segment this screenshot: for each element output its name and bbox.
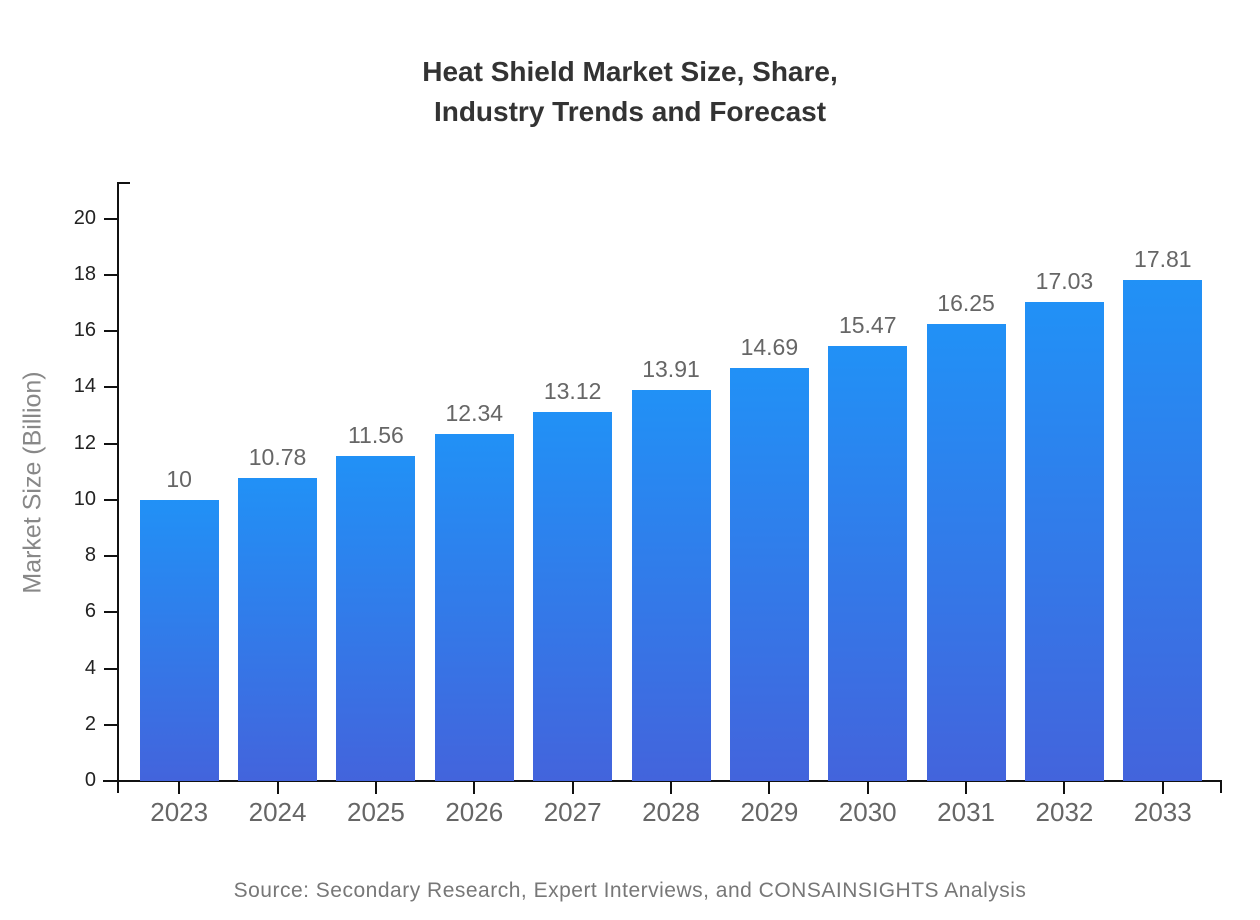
x-tick xyxy=(374,781,377,794)
x-tick-label: 2025 xyxy=(346,797,405,827)
y-tick-label: 2 xyxy=(84,712,96,735)
bar-value-label: 13.91 xyxy=(642,355,700,382)
x-tick-label: 2027 xyxy=(543,797,602,827)
x-tick-label: 2029 xyxy=(740,797,799,827)
x-tick xyxy=(1161,781,1164,794)
bar xyxy=(336,455,416,781)
y-tick xyxy=(104,780,118,782)
y-tick xyxy=(104,386,118,389)
bar xyxy=(533,412,613,781)
bar xyxy=(631,389,711,781)
bar xyxy=(1123,280,1203,781)
y-tick xyxy=(104,498,118,501)
x-tick xyxy=(178,781,181,794)
bar xyxy=(238,477,318,781)
bar-value-label: 17.81 xyxy=(1134,246,1192,273)
x-tick-label: 2032 xyxy=(1035,797,1094,827)
y-tick xyxy=(104,555,118,558)
y-tick-label: 4 xyxy=(84,656,96,679)
bar xyxy=(139,499,219,781)
y-tick xyxy=(104,723,118,726)
x-tick-label: 2030 xyxy=(838,797,897,827)
x-tick xyxy=(473,781,476,794)
x-tick xyxy=(965,781,968,794)
y-tick xyxy=(104,667,118,670)
y-tick-label: 6 xyxy=(84,600,96,623)
y-tick-label: 8 xyxy=(84,544,96,567)
y-tick xyxy=(104,273,118,276)
y-tick xyxy=(104,611,118,614)
y-tick-label: 10 xyxy=(73,487,96,510)
bar-value-label: 17.03 xyxy=(1035,268,1094,295)
y-tick xyxy=(104,442,118,445)
x-tick xyxy=(571,781,574,794)
x-tick-label: 2023 xyxy=(150,797,209,827)
x-tick xyxy=(1063,781,1066,794)
x-tick-label: 2026 xyxy=(445,797,504,827)
bar-value-label: 13.12 xyxy=(543,378,602,405)
y-tick-label: 12 xyxy=(73,431,96,454)
bar-value-label: 15.47 xyxy=(838,311,897,338)
bar-value-label: 16.25 xyxy=(937,290,995,317)
bar xyxy=(1024,302,1104,781)
chart-title: Heat Shield Market Size, Share, Industry… xyxy=(422,56,838,127)
y-tick-label: 0 xyxy=(84,769,96,791)
x-tick xyxy=(866,781,869,794)
bar xyxy=(828,345,908,781)
y-tick-label: 18 xyxy=(73,262,96,285)
bar-value-label: 11.56 xyxy=(347,421,404,448)
bar xyxy=(434,433,514,781)
x-tick xyxy=(768,781,771,794)
bar xyxy=(729,367,809,781)
x-axis-line xyxy=(103,780,1222,782)
x-tick-label: 2033 xyxy=(1133,797,1192,827)
x-tick-label: 2031 xyxy=(937,797,995,827)
y-tick xyxy=(104,217,118,220)
y-tick-label: 20 xyxy=(73,206,96,229)
y-axis-end-cap xyxy=(117,182,130,184)
bar-value-label: 10.78 xyxy=(248,443,307,470)
x-tick-label: 2024 xyxy=(248,797,307,827)
bar-value-label: 14.69 xyxy=(740,333,799,360)
x-tick xyxy=(276,781,279,794)
x-tick-label: 2028 xyxy=(642,797,700,827)
y-tick-label: 16 xyxy=(73,319,96,342)
x-tick xyxy=(670,781,672,794)
x-axis-end-cap xyxy=(1220,780,1222,793)
y-axis-line xyxy=(117,182,119,793)
bar-value-label: 12.34 xyxy=(445,399,504,426)
y-tick-label: 14 xyxy=(73,375,96,398)
y-tick xyxy=(104,330,118,333)
source-caption: Source: Secondary Research, Expert Inter… xyxy=(233,879,1027,902)
bar xyxy=(926,324,1006,781)
bar-value-label: 10 xyxy=(166,465,192,492)
